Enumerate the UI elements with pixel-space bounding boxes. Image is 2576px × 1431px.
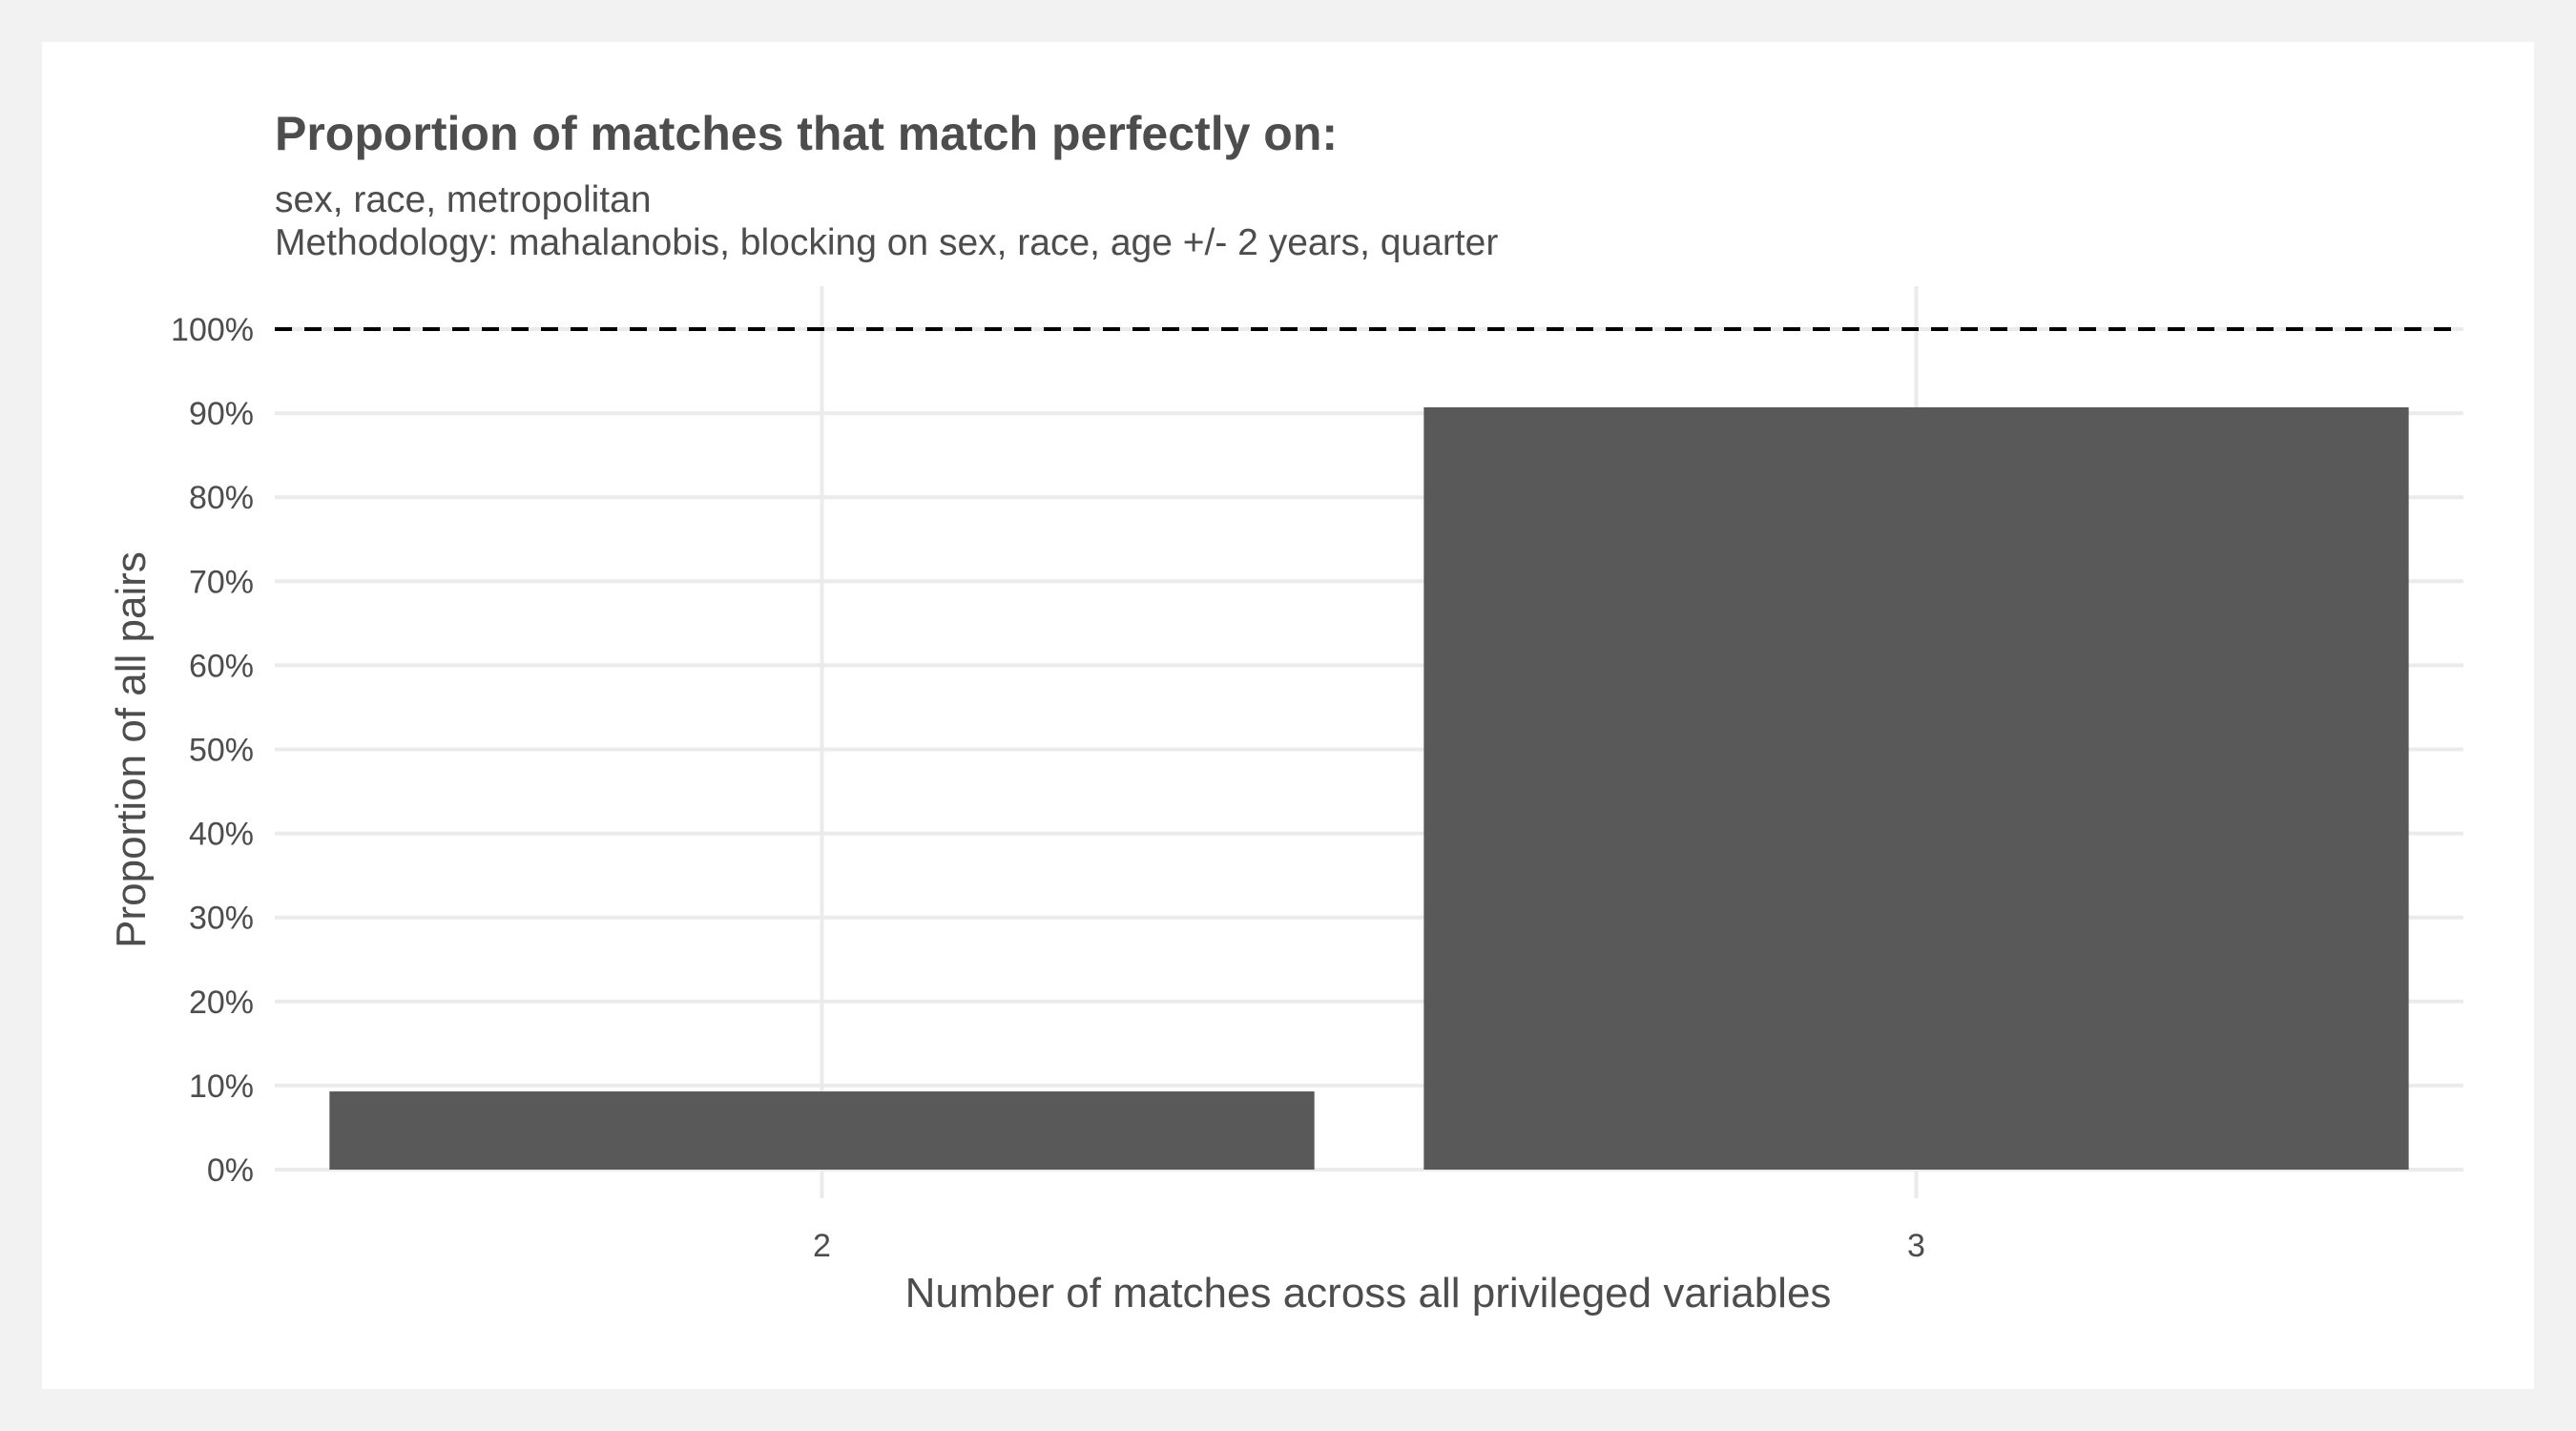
chart-title: Proportion of matches that match perfect…	[275, 107, 1338, 160]
bar-2	[329, 1091, 1315, 1170]
y-axis-title: Proportion of all pairs	[108, 551, 155, 948]
y-tick-label: 100%	[171, 312, 254, 348]
x-axis-title: Number of matches across all privileged …	[905, 1270, 1832, 1317]
y-tick-label: 40%	[189, 817, 254, 853]
y-axis-ticks: 0% 10% 20% 30% 40% 50% 60% 70% 80% 90% 100%	[171, 312, 254, 1189]
bar-3	[1423, 406, 2409, 1171]
y-tick-label: 70%	[189, 564, 254, 600]
y-tick-label: 0%	[207, 1152, 254, 1189]
y-tick-label: 10%	[189, 1068, 254, 1105]
x-tick-label: 3	[1907, 1228, 1925, 1264]
y-tick-label: 50%	[189, 733, 254, 769]
x-tick-label: 2	[813, 1228, 831, 1264]
y-tick-label: 90%	[189, 396, 254, 432]
chart-subtitle-line-2: Methodology: mahalanobis, blocking on se…	[275, 222, 1498, 263]
y-tick-label: 20%	[189, 985, 254, 1021]
y-tick-label: 30%	[189, 901, 254, 937]
bars	[329, 406, 2409, 1171]
chart-subtitle-line-1: sex, race, metropolitan	[275, 179, 652, 220]
y-tick-label: 80%	[189, 480, 254, 516]
y-tick-label: 60%	[189, 648, 254, 684]
